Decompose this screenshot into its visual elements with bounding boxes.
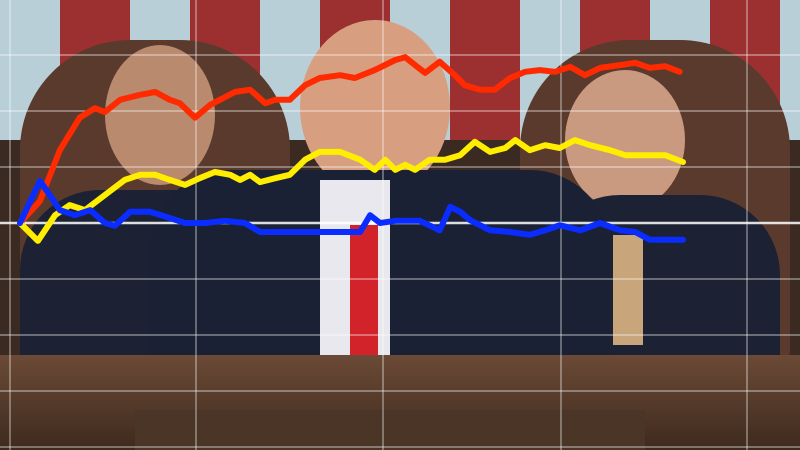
series-lines <box>17 54 686 244</box>
podium <box>135 410 645 450</box>
series-line-2 <box>17 178 686 243</box>
series-line-0 <box>17 54 683 226</box>
person-right-head <box>565 70 685 210</box>
series-line-1 <box>17 137 686 244</box>
person-right-tie <box>613 235 643 345</box>
